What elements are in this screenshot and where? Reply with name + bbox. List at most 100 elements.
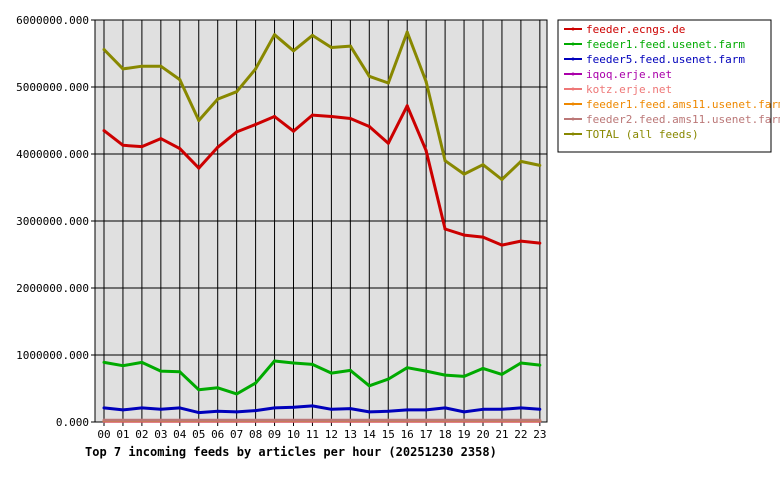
x-tick-label: 15: [382, 428, 395, 441]
data-point: [310, 113, 314, 117]
data-point: [178, 78, 182, 82]
data-point: [178, 418, 182, 422]
data-point: [481, 407, 485, 411]
data-point: [329, 418, 333, 422]
data-point: [405, 30, 409, 34]
data-point: [443, 373, 447, 377]
series-2: [102, 404, 542, 415]
data-point: [121, 408, 125, 412]
data-point: [273, 418, 276, 422]
data-point: [481, 163, 485, 167]
data-point: [197, 388, 201, 392]
series-layer: [102, 30, 542, 423]
data-point: [367, 418, 371, 422]
x-tick-label: 23: [533, 428, 546, 441]
data-point: [178, 406, 182, 410]
data-point: [462, 172, 466, 176]
data-point: [273, 406, 276, 410]
legend-marker: [571, 102, 575, 106]
data-point: [254, 418, 258, 422]
data-point: [500, 243, 504, 247]
data-point: [500, 178, 504, 181]
x-tick-label: 06: [211, 428, 224, 441]
data-point: [310, 362, 314, 366]
x-axis: 00 01 02 03 04 05 06 07 08 09 10 11 12 13 14 15 16 17 18 19…: [97, 422, 546, 441]
x-tick-label: 00: [97, 428, 110, 441]
data-point: [254, 67, 258, 71]
data-point: [424, 418, 428, 422]
x-tick-label: 16: [401, 428, 414, 441]
data-point: [197, 166, 201, 170]
data-point: [310, 418, 314, 422]
y-tick-label: 3000000.000: [16, 215, 89, 228]
series-line: [103, 104, 540, 247]
data-point: [519, 418, 523, 422]
data-point: [538, 418, 542, 422]
legend-label: feeder5.feed.usenet.farm: [586, 53, 745, 66]
legend-label: feeder2.feed.ams11.usenet.farm: [586, 113, 780, 126]
data-point: [348, 44, 352, 48]
data-point: [424, 149, 428, 153]
legend-label: feeder1.feed.ams11.usenet.farm: [586, 98, 780, 111]
data-point: [519, 239, 523, 243]
x-tick-label: 19: [457, 428, 470, 441]
x-tick-label: 04: [173, 428, 187, 441]
data-point: [462, 374, 466, 378]
y-tick-label: 4000000.000: [16, 148, 89, 161]
x-tick-label: 01: [116, 428, 129, 441]
legend-marker: [571, 42, 575, 46]
legend-marker: [571, 132, 575, 136]
data-point: [310, 404, 314, 408]
data-point: [216, 145, 220, 149]
legend-marker: [571, 87, 575, 91]
data-point: [424, 408, 428, 412]
legend: feeder.ecngs.de feeder1.feed.usenet.farm f…: [557, 19, 780, 153]
data-point: [443, 418, 447, 422]
data-point: [216, 409, 220, 413]
chart-title: Top 7 incoming feeds by articles per hou…: [85, 445, 497, 459]
data-point: [443, 406, 447, 410]
data-point: [273, 33, 276, 37]
legend-label: feeder.ecngs.de: [586, 23, 685, 36]
data-point: [367, 74, 371, 78]
data-point: [121, 418, 125, 422]
data-point: [102, 48, 106, 51]
data-point: [386, 409, 390, 413]
x-tick-label: 08: [249, 428, 262, 441]
data-point: [121, 364, 125, 368]
data-point: [500, 372, 504, 376]
data-point: [386, 81, 390, 85]
data-point: [481, 235, 485, 239]
data-point: [216, 418, 220, 422]
x-tick-label: 07: [230, 428, 243, 441]
data-point: [292, 361, 295, 365]
data-point: [140, 406, 144, 410]
series-7: [102, 30, 542, 181]
data-point: [140, 64, 144, 68]
legend-label: iqoq.erje.net: [586, 68, 672, 81]
x-tick-label: 13: [344, 428, 357, 441]
data-point: [235, 90, 239, 94]
data-point: [197, 119, 201, 122]
y-tick-label: 2000000.000: [16, 282, 89, 295]
series-line: [102, 30, 541, 181]
data-point: [462, 233, 466, 237]
data-point: [386, 141, 390, 145]
data-point: [348, 407, 352, 411]
data-point: [140, 418, 144, 422]
data-point: [329, 407, 333, 411]
legend-label: TOTAL (all feeds): [586, 128, 699, 141]
data-point: [159, 64, 163, 68]
legend-marker: [571, 27, 575, 31]
data-point: [159, 137, 163, 141]
x-tick-label: 12: [325, 428, 338, 441]
data-point: [538, 241, 542, 245]
data-point: [519, 159, 523, 163]
series-1: [102, 359, 542, 396]
data-point: [538, 407, 542, 411]
data-point: [443, 227, 447, 231]
data-point: [348, 368, 352, 372]
data-point: [159, 418, 163, 422]
data-point: [405, 104, 409, 108]
data-point: [102, 360, 106, 364]
